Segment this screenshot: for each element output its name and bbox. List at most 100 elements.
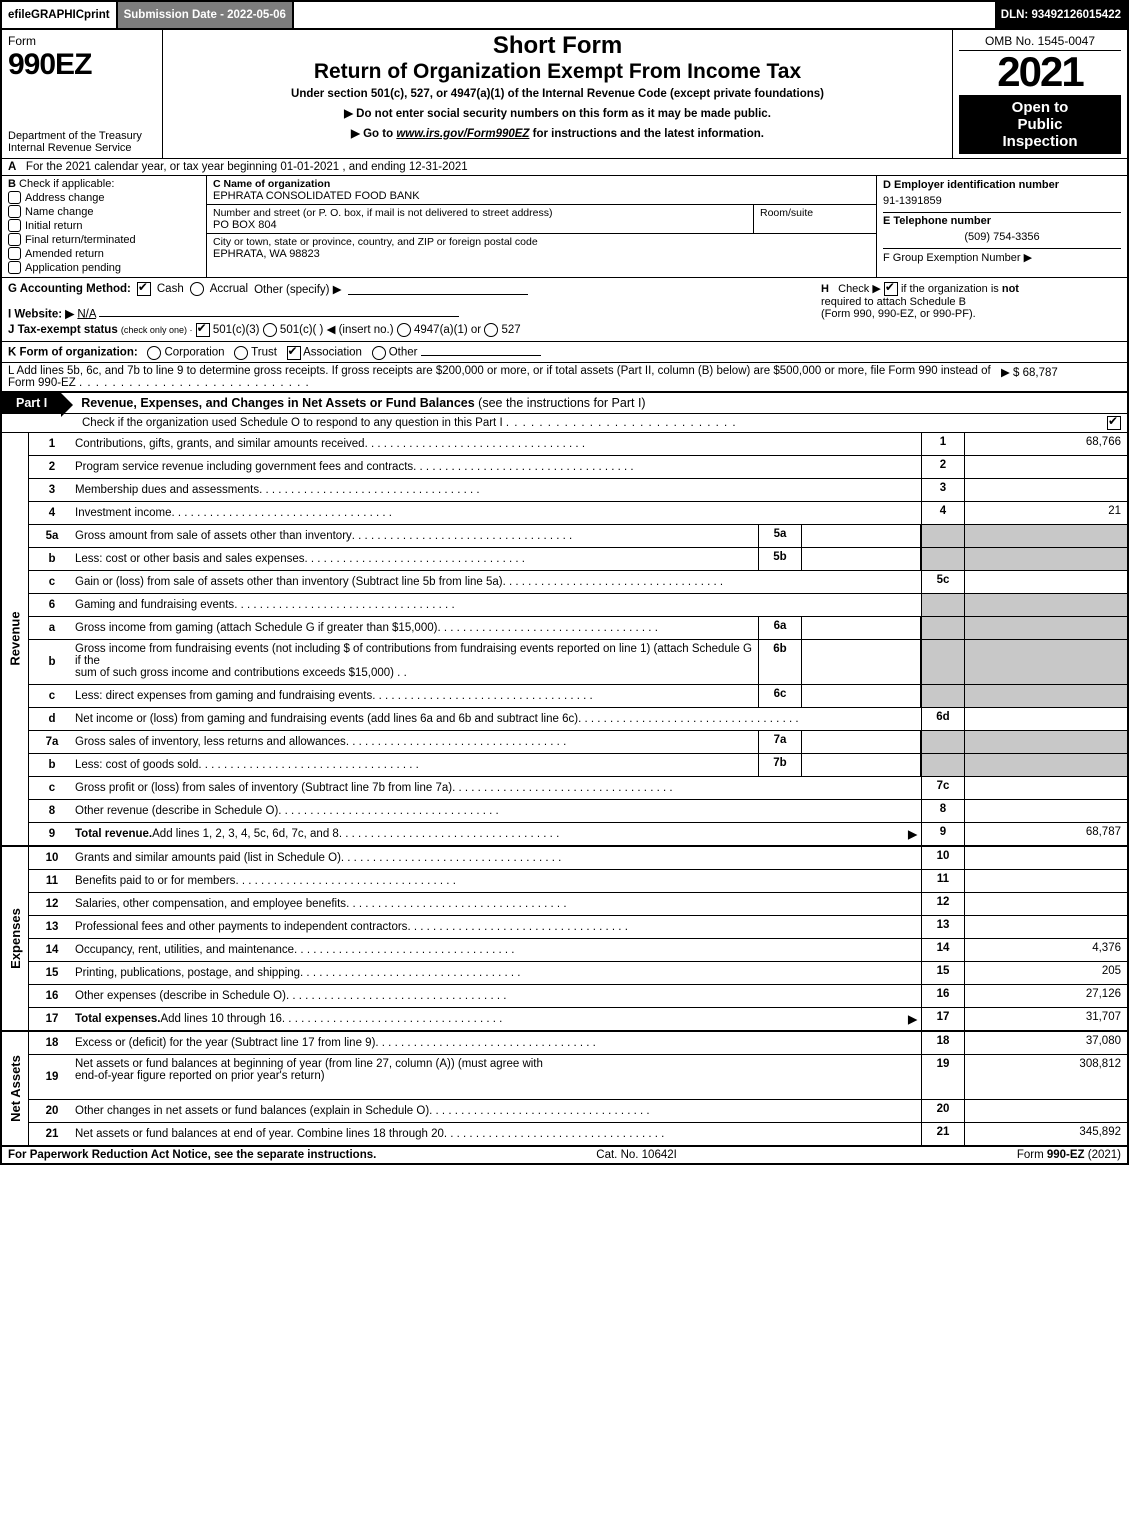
line-row: 1Contributions, gifts, grants, and simil… [29,433,1127,455]
col-b: B Check if applicable: Address change Na… [2,176,207,277]
line-amount [964,617,1127,639]
line-desc: Program service revenue including govern… [75,456,921,478]
line-number: 17 [29,1008,75,1030]
line-amount [964,571,1127,593]
line-number: 9 [29,823,75,845]
chk-initial-return[interactable]: Initial return [8,219,200,232]
line-boxnum: 17 [921,1008,964,1030]
j-4947-chk[interactable] [397,323,411,337]
g-accrual-chk[interactable] [190,282,204,296]
line-boxnum: 10 [921,847,964,869]
part1-chk[interactable] [1107,416,1121,430]
c-street-label: Number and street (or P. O. box, if mail… [213,207,747,219]
mini-value [802,640,921,684]
line-desc: Total expenses. Add lines 10 through 16 … [75,1008,921,1030]
part1-title: Revenue, Expenses, and Changes in Net As… [61,396,645,410]
line-boxnum: 16 [921,985,964,1007]
j-501c3-chk[interactable] [196,323,210,337]
chk-application-pending[interactable]: Application pending [8,261,200,274]
line-desc: Benefits paid to or for members [75,870,921,892]
line-desc: Total revenue. Add lines 1, 2, 3, 4, 5c,… [75,823,921,845]
line-amount [964,731,1127,753]
line-j: J Tax-exempt status (check only one) · 5… [8,322,528,337]
g-other-line[interactable] [348,283,528,294]
line-amount [964,777,1127,799]
line-number: 10 [29,847,75,869]
line-l: L Add lines 5b, 6c, and 7b to line 9 to … [0,362,1129,391]
k-trust-chk[interactable] [234,346,248,360]
part1-header-wrap: Part I Revenue, Expenses, and Changes in… [0,391,1129,432]
line-desc: Excess or (deficit) for the year (Subtra… [75,1032,921,1054]
mini-box: 7b [758,754,802,776]
g-accrual: Accrual [210,283,248,295]
line-amount: 4,376 [964,939,1127,961]
c-city-value: EPHRATA, WA 98823 [213,248,870,260]
line-row: 14Occupancy, rent, utilities, and mainte… [29,938,1127,961]
irs-link[interactable]: www.irs.gov/Form990EZ [396,128,529,140]
g-label: G Accounting Method: [8,283,131,295]
c-city-block: City or town, state or province, country… [207,234,876,262]
line-boxnum [921,685,964,707]
line-boxnum: 19 [921,1055,964,1099]
line-desc: Gross income from fundraising events (no… [75,640,758,684]
submission-date-cell: Submission Date - 2022-05-06 [118,2,294,28]
mini-box: 7a [758,731,802,753]
line-a-letter: A [8,161,16,173]
line-number: 16 [29,985,75,1007]
j-501c: 501(c)( ) ◀ (insert no.) [280,324,394,336]
g-cash-chk[interactable] [137,282,151,296]
line-row: 6Gaming and fundraising events [29,593,1127,616]
h-chk[interactable] [884,282,898,296]
chk-amended-return[interactable]: Amended return [8,247,200,260]
submission-date: Submission Date - 2022-05-06 [124,9,286,21]
chk-address-change[interactable]: Address change [8,191,200,204]
line-number: 13 [29,916,75,938]
line-amount [964,456,1127,478]
k-other-chk[interactable] [372,346,386,360]
line-row: 7aGross sales of inventory, less returns… [29,730,1127,753]
line-desc: Net income or (loss) from gaming and fun… [75,708,921,730]
line-amount [964,479,1127,501]
j-527-chk[interactable] [484,323,498,337]
chk-name-change[interactable]: Name change [8,205,200,218]
line-boxnum: 12 [921,893,964,915]
line-amount [964,800,1127,822]
part1-tab: Part I [2,393,61,413]
revenue-side: Revenue [2,433,29,845]
line-g: G Accounting Method: Cash Accrual Other … [8,282,528,296]
dept-treasury: Department of the Treasury Internal Reve… [8,130,156,154]
line-boxnum [921,640,964,684]
k-corp-chk[interactable] [147,346,161,360]
line-amount: 345,892 [964,1123,1127,1145]
open-l2: Public [961,116,1119,133]
line-number: 18 [29,1032,75,1054]
line-boxnum [921,754,964,776]
line-amount: 37,080 [964,1032,1127,1054]
part1-sub: Check if the organization used Schedule … [82,417,503,429]
line-boxnum: 14 [921,939,964,961]
k-assoc-chk[interactable] [287,346,301,360]
chk-final-return[interactable]: Final return/terminated [8,233,200,246]
open-l3: Inspection [961,133,1119,150]
line-row: 9Total revenue. Add lines 1, 2, 3, 4, 5c… [29,822,1127,845]
line-boxnum [921,548,964,570]
line-desc: Gross profit or (loss) from sales of inv… [75,777,921,799]
h-t1: Check ▶ [838,283,881,295]
l-dots [79,377,310,389]
efile-print-cell[interactable]: efile GRAPHIC print [2,2,118,28]
line-desc: Gross income from gaming (attach Schedul… [75,617,758,639]
line-amount [964,870,1127,892]
line-desc: Gross sales of inventory, less returns a… [75,731,758,753]
form-label: Form [8,34,156,48]
line-amount: 308,812 [964,1055,1127,1099]
h-not: not [1002,283,1019,295]
line-boxnum: 6d [921,708,964,730]
h-t4: (Form 990, 990-EZ, or 990-PF). [821,308,976,320]
chk-application-pending-label: Application pending [25,262,121,274]
line-amount: 68,787 [964,823,1127,845]
efile-prefix: efile [8,9,31,21]
j-501c-chk[interactable] [263,323,277,337]
line-row: bLess: cost or other basis and sales exp… [29,547,1127,570]
line-boxnum: 21 [921,1123,964,1145]
line-number: 8 [29,800,75,822]
